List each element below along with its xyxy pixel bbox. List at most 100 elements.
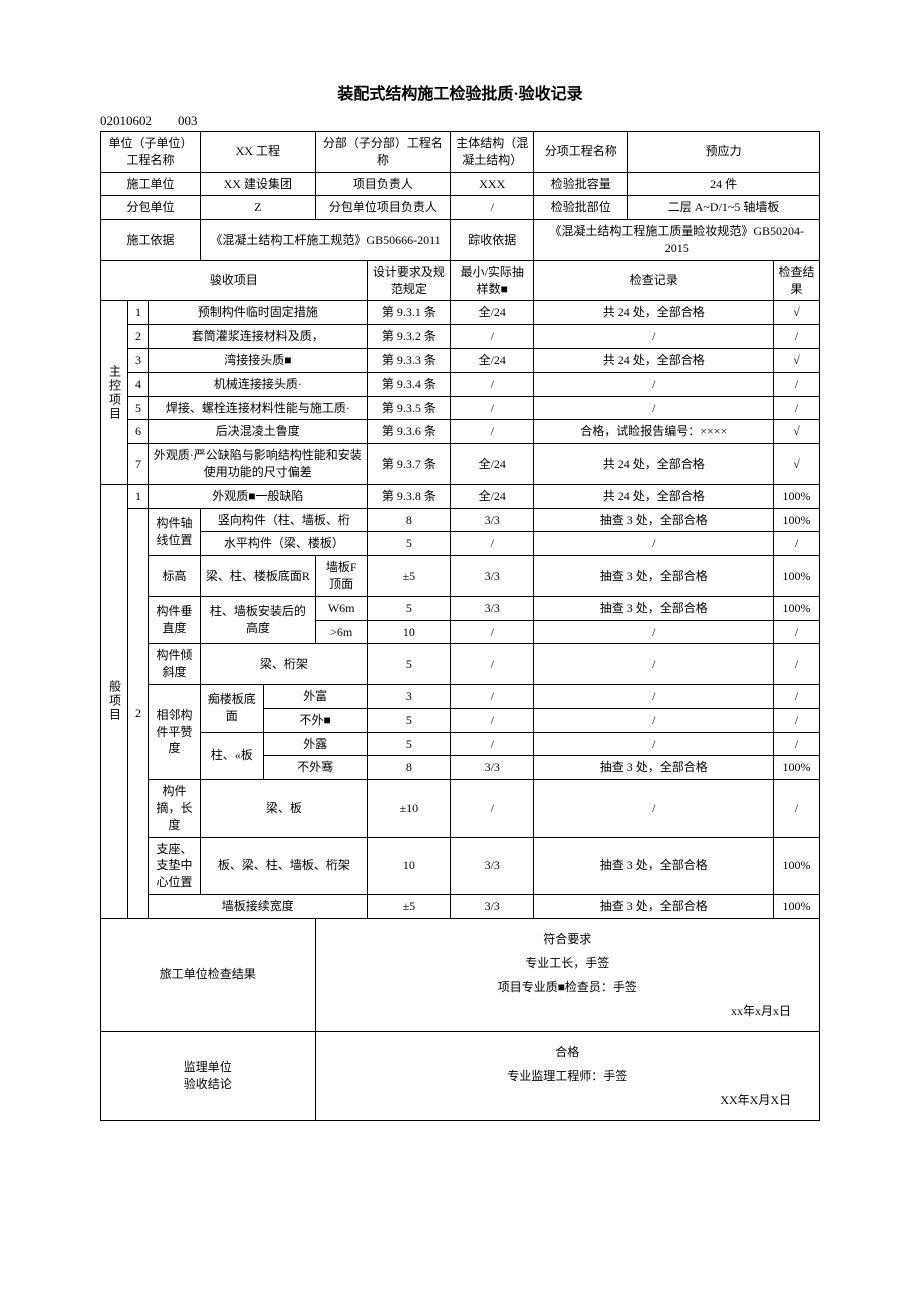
sup-r: 抽查 3 处，全部合格 <box>534 837 774 894</box>
m4-res: / <box>774 372 820 396</box>
col-sample: 最小/实际抽样数■ <box>451 260 534 301</box>
col-item: 骏收项目 <box>101 260 368 301</box>
incl-v: 5 <box>367 644 450 685</box>
wall-q: 3/3 <box>451 894 534 918</box>
sig2-l2: 验收结论 <box>105 1076 311 1093</box>
axis-b: 水平构件（梁、楼板） <box>201 532 368 556</box>
m6-s: 第 9.3.6 条 <box>367 420 450 444</box>
incl-res: / <box>774 644 820 685</box>
hdr-cap-l: 检验批容量 <box>534 172 628 196</box>
len-r: / <box>534 780 774 837</box>
elev-b: 墙板F 顶面 <box>315 556 367 597</box>
col-record: 检查记录 <box>534 260 774 301</box>
sup-v: 10 <box>367 837 450 894</box>
sig1-l: 旅工单位检查结果 <box>101 918 316 1031</box>
incl-q: / <box>451 644 534 685</box>
vert-l: 构件垂直度 <box>148 596 200 644</box>
hdr-div-v: 主体结构（混凝土结构） <box>451 132 534 173</box>
g2-n: 2 <box>128 508 149 918</box>
m7-res: √ <box>774 444 820 485</box>
axis-a: 竖向构件（柱、墙板、桁 <box>201 508 368 532</box>
flat-s2a: 外露 <box>263 732 367 756</box>
sig1-body: 符合要求 专业工长，手签 项目专业质■检查员：手签 xx年x月x日 <box>315 918 819 1031</box>
m2-q: / <box>451 325 534 349</box>
hdr-unit-v: XX 工程 <box>201 132 316 173</box>
hdr-div-l: 分部（子分部）工程名称 <box>315 132 450 173</box>
hdr-subc-v: Z <box>201 196 316 220</box>
len-q: / <box>451 780 534 837</box>
vert-b1res: 100% <box>774 596 820 620</box>
elev-l: 标高 <box>148 556 200 597</box>
sig2-l1: 监理单位 <box>105 1059 311 1076</box>
m5-res: / <box>774 396 820 420</box>
flat-s1av: 3 <box>367 684 450 708</box>
wall-r: 抽查 3 处，全部合格 <box>534 894 774 918</box>
axis-bq: / <box>451 532 534 556</box>
vert-b2v: 10 <box>367 620 450 644</box>
flat-s1ares: / <box>774 684 820 708</box>
hdr-acc-v: 《混凝土结构工程施工质量睑妆规范》GB50204-2015 <box>534 220 820 261</box>
m7-s: 第 9.3.7 条 <box>367 444 450 485</box>
m2-r: / <box>534 325 774 349</box>
m7-q: 全/24 <box>451 444 534 485</box>
axis-ar: 抽查 3 处，全部合格 <box>534 508 774 532</box>
m7-n: 7 <box>128 444 149 485</box>
wall-res: 100% <box>774 894 820 918</box>
m1-n: 1 <box>128 301 149 325</box>
m5-s: 第 9.3.5 条 <box>367 396 450 420</box>
m3-t: 湾接接头质■ <box>148 348 367 372</box>
g1-t: 外观质■一般缺陷 <box>148 484 367 508</box>
flat-s1a: 外富 <box>263 684 367 708</box>
g1-res: 100% <box>774 484 820 508</box>
hdr-cons-l: 施工单位 <box>101 172 201 196</box>
sig1-b: 专业工长，手签 <box>324 951 811 975</box>
hdr-cons-v: XX 建设集团 <box>201 172 316 196</box>
sig1-c: 项目专业质■检查员：手签 <box>324 975 811 999</box>
sup-l: 支座、支垫中心位置 <box>148 837 200 894</box>
m6-n: 6 <box>128 420 149 444</box>
g1-r: 共 24 处，全部合格 <box>534 484 774 508</box>
flat-s1bv: 5 <box>367 708 450 732</box>
flat-s1aq: / <box>451 684 534 708</box>
hdr-basis-l: 施工依据 <box>101 220 201 261</box>
flat-s2l: 柱、«板 <box>201 732 264 780</box>
wall-t: 墙板接续宽度 <box>148 894 367 918</box>
flat-s2ar: / <box>534 732 774 756</box>
section-main: 主控项目 <box>101 301 128 484</box>
m5-n: 5 <box>128 396 149 420</box>
hdr-loc-l: 检验批部位 <box>534 196 628 220</box>
m1-r: 共 24 处，全部合格 <box>534 301 774 325</box>
hdr-sub-l: 分项工程名称 <box>534 132 628 173</box>
flat-s2aq: / <box>451 732 534 756</box>
m3-q: 全/24 <box>451 348 534 372</box>
sig1-a: 符合要求 <box>324 927 811 951</box>
axis-aq: 3/3 <box>451 508 534 532</box>
flat-s1l: 痴楼板底面 <box>201 684 264 732</box>
axis-bres: / <box>774 532 820 556</box>
m4-q: / <box>451 372 534 396</box>
m7-t: 外观质·严公缺陷与影响结构性能和安装使用功能的尺寸偏差 <box>148 444 367 485</box>
m2-s: 第 9.3.2 条 <box>367 325 450 349</box>
g1-n: 1 <box>128 484 149 508</box>
vert-b1q: 3/3 <box>451 596 534 620</box>
m3-res: √ <box>774 348 820 372</box>
vert-b2: >6m <box>315 620 367 644</box>
incl-a: 梁、桁架 <box>201 644 368 685</box>
m4-t: 机械连接接头质· <box>148 372 367 396</box>
flat-s2bres: 100% <box>774 756 820 780</box>
vert-b1v: 5 <box>367 596 450 620</box>
vert-b2res: / <box>774 620 820 644</box>
sig1-d: xx年x月x日 <box>324 999 811 1023</box>
flat-s2bv: 8 <box>367 756 450 780</box>
m7-r: 共 24 处，全部合格 <box>534 444 774 485</box>
hdr-basis-v: 《混凝土结构工杆施工规范》GB50666-2011 <box>201 220 451 261</box>
elev-res: 100% <box>774 556 820 597</box>
vert-b1r: 抽查 3 处，全部合格 <box>534 596 774 620</box>
sig2-l: 监理单位 验收结论 <box>101 1031 316 1120</box>
hdr-pm-l: 项目负责人 <box>315 172 450 196</box>
hdr-subpm-v: / <box>451 196 534 220</box>
len-l: 构件摘，长度 <box>148 780 200 837</box>
elev-r: 抽查 3 处，全部合格 <box>534 556 774 597</box>
section-general: 般项目 <box>101 484 128 918</box>
hdr-pm-v: XXX <box>451 172 534 196</box>
